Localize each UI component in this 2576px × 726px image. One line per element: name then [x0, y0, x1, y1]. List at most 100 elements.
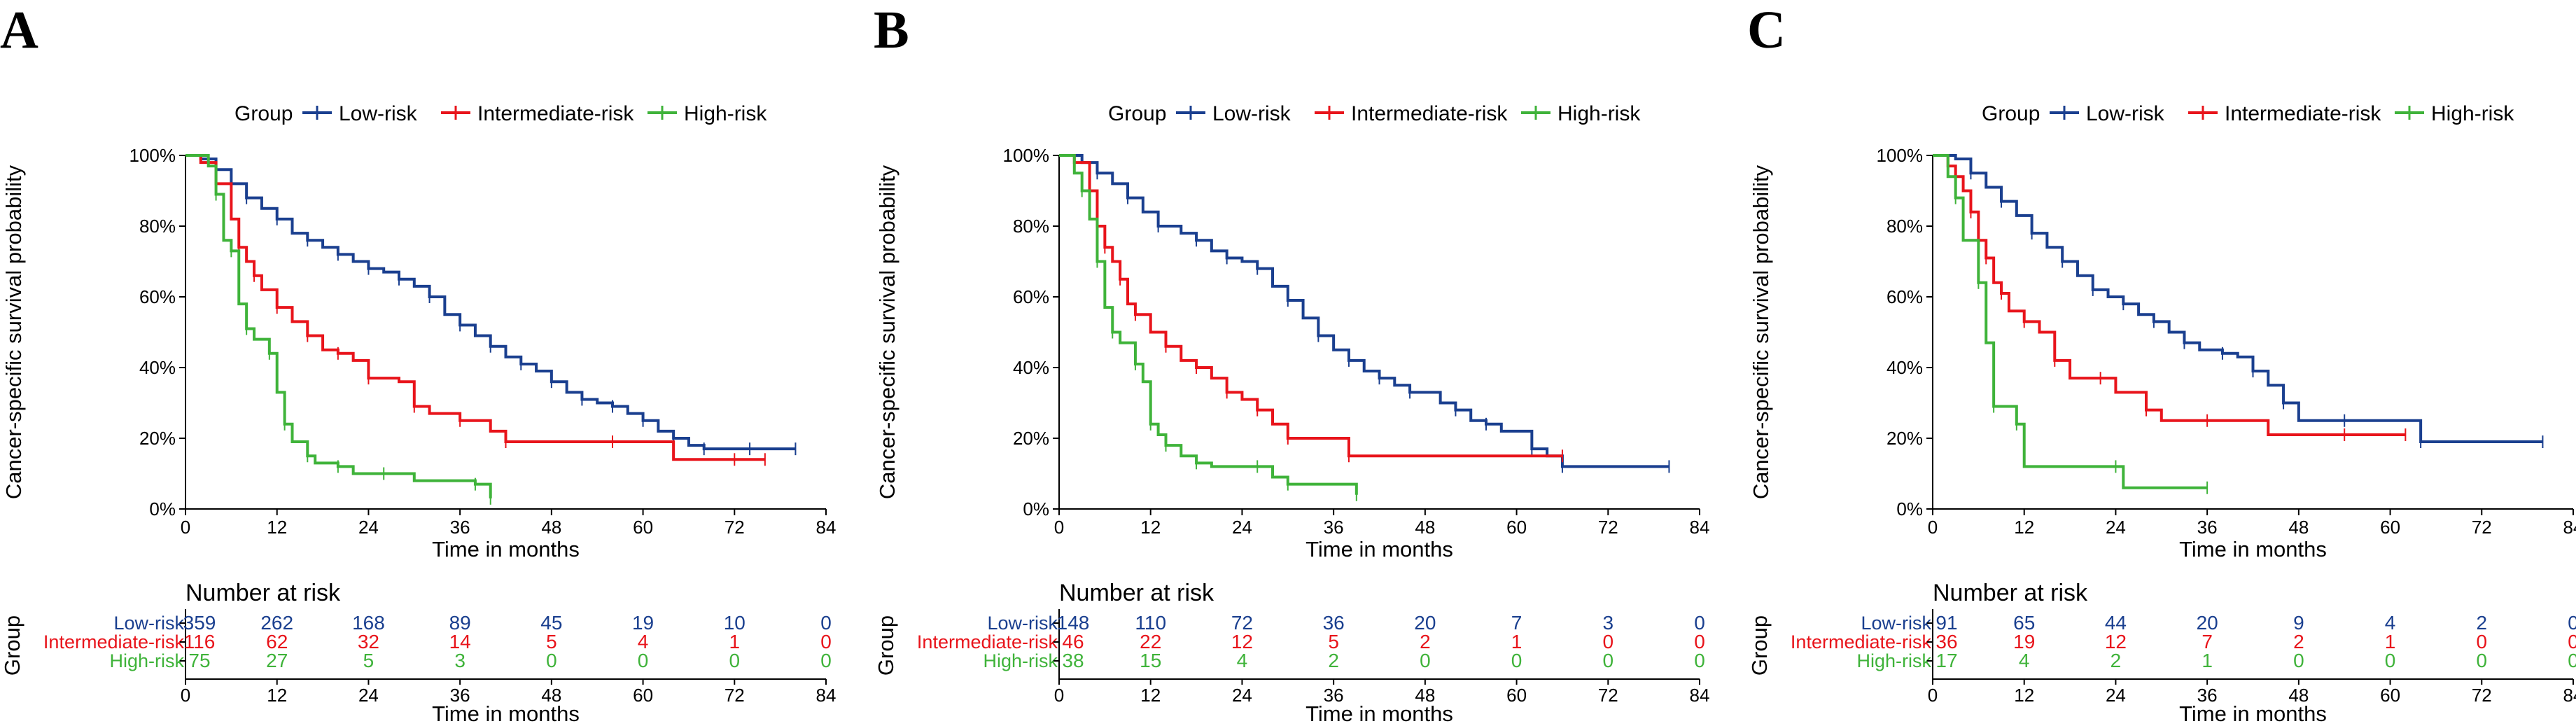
- risk-count: 0: [2476, 650, 2487, 671]
- legend-label: High-risk: [1558, 102, 1641, 125]
- legend-item-high: High-risk: [2395, 102, 2514, 125]
- x-axis-title: Time in months: [1306, 537, 1453, 561]
- legend-item-low: Low-risk: [302, 102, 418, 125]
- risk-count: 0: [1420, 650, 1431, 671]
- x-tick-label: 72: [724, 517, 745, 538]
- risk-count: 17: [1935, 650, 1957, 671]
- y-tick-label: 0%: [1896, 498, 1923, 519]
- risk-x-axis-title: Time in months: [1306, 701, 1453, 726]
- risk-count: 4: [2385, 612, 2396, 634]
- y-axis-title: Cancer-specific survival probability: [875, 165, 899, 499]
- risk-count: 32: [358, 631, 379, 652]
- x-axis: 0 12 24 36 48 60 72 84 Time in months: [1054, 508, 1710, 561]
- series-high: [186, 154, 492, 505]
- risk-count: 2: [2293, 631, 2304, 652]
- risk-count: 0: [1694, 650, 1705, 671]
- x-tick-label: 72: [1598, 517, 1618, 538]
- survival-curve: [1059, 154, 1358, 495]
- risk-count: 0: [820, 631, 832, 652]
- y-tick-label: 20%: [1013, 428, 1049, 449]
- risk-row-label: Low-risk: [113, 613, 184, 634]
- risk-count: 1: [729, 631, 740, 652]
- x-tick-label: 84: [816, 517, 836, 538]
- legend-title: Group: [234, 102, 293, 125]
- x-tick-label: 84: [1690, 517, 1710, 538]
- y-tick-label: 100%: [1003, 145, 1050, 166]
- risk-row-label: High-risk: [109, 650, 184, 671]
- y-axis-title: Cancer-specific survival probability: [1749, 165, 1773, 499]
- risk-table-title: Number at risk: [1933, 580, 2088, 606]
- risk-count: 12: [2105, 631, 2127, 652]
- legend-label: High-risk: [684, 102, 767, 125]
- risk-axis-title: Group: [0, 615, 24, 676]
- risk-axis-title: Group: [874, 615, 898, 676]
- risk-count: 7: [1511, 612, 1522, 634]
- panel-letter: B: [874, 1, 909, 60]
- x-tick-label: 72: [2472, 517, 2492, 538]
- risk-x-tick-label: 60: [2380, 685, 2400, 706]
- risk-row-label: Intermediate-risk: [1791, 631, 1932, 652]
- risk-x-tick-label: 12: [1140, 685, 1161, 706]
- risk-count: 2: [1328, 650, 1339, 671]
- y-tick-label: 80%: [1013, 216, 1049, 237]
- x-tick-label: 24: [358, 517, 379, 538]
- risk-count: 0: [729, 650, 740, 671]
- y-axis: 0% 20% 40% 60% 80% 100% Cancer-specific surviv…: [1, 145, 186, 519]
- risk-x-tick-label: 48: [2288, 685, 2309, 706]
- risk-count: 0: [2385, 650, 2396, 671]
- risk-x-tick-label: 0: [181, 685, 190, 706]
- risk-count: 65: [2013, 612, 2035, 634]
- legend-item-intermediate: Intermediate-risk: [1315, 102, 1508, 125]
- risk-x-tick-label: 0: [1054, 685, 1064, 706]
- risk-count: 15: [1140, 650, 1161, 671]
- risk-count: 36: [1323, 612, 1345, 634]
- risk-row-high: High-risk 75 27 5 3 0 0 0 0: [109, 650, 831, 671]
- risk-count: 4: [638, 631, 649, 652]
- risk-x-tick-label: 48: [1415, 685, 1435, 706]
- legend-item-low: Low-risk: [2050, 102, 2165, 125]
- legend: Group Low-risk Intermediate-risk High-risk: [1982, 102, 2514, 125]
- legend: Group Low-risk Intermediate-risk High-risk: [234, 102, 767, 125]
- legend-label: High-risk: [2431, 102, 2514, 125]
- x-tick-label: 48: [2288, 517, 2309, 538]
- risk-axis-title: Group: [1747, 615, 1772, 676]
- risk-count: 1: [2202, 650, 2213, 671]
- legend-label: Low-risk: [1212, 102, 1292, 125]
- risk-row-low: Low-risk 91 65 44 20 9 4 2 0: [1861, 612, 2576, 634]
- series-high: [1933, 154, 2208, 494]
- risk-count: 27: [266, 650, 288, 671]
- risk-x-tick-label: 84: [816, 685, 836, 706]
- risk-count: 12: [1231, 631, 1253, 652]
- risk-count: 7: [2202, 631, 2213, 652]
- risk-count: 62: [266, 631, 288, 652]
- risk-x-tick-label: 60: [1506, 685, 1527, 706]
- risk-count: 75: [188, 650, 210, 671]
- risk-count: 0: [820, 650, 832, 671]
- risk-count: 3: [1602, 612, 1614, 634]
- risk-x-tick-label: 24: [1232, 685, 1252, 706]
- x-axis-title: Time in months: [432, 537, 580, 561]
- risk-row-label: Intermediate-risk: [43, 631, 185, 652]
- risk-count: 72: [1231, 612, 1253, 634]
- risk-x-tick-label: 72: [724, 685, 745, 706]
- risk-x-tick-label: 72: [1598, 685, 1618, 706]
- x-axis: 0 12 24 36 48 60 72 84 Time in months: [1928, 508, 2576, 561]
- risk-row-high: High-risk 38 15 4 2 0 0 0 0: [983, 650, 1704, 671]
- risk-count: 19: [632, 612, 654, 634]
- y-axis-title: Cancer-specific survival probability: [1, 165, 26, 499]
- legend-label: Intermediate-risk: [2225, 102, 2381, 125]
- survival-curve: [1933, 154, 2208, 489]
- risk-count: 0: [546, 650, 557, 671]
- risk-count: 0: [2476, 631, 2487, 652]
- risk-x-tick-label: 36: [1324, 685, 1344, 706]
- risk-x-tick-label: 12: [267, 685, 287, 706]
- risk-count: 36: [1935, 631, 1957, 652]
- legend: Group Low-risk Intermediate-risk High-risk: [1108, 102, 1641, 125]
- x-tick-label: 36: [2197, 517, 2218, 538]
- panel-b: B Group Low-risk Intermediate-risk High-risk…: [874, 1, 1709, 726]
- risk-count: 0: [2568, 650, 2576, 671]
